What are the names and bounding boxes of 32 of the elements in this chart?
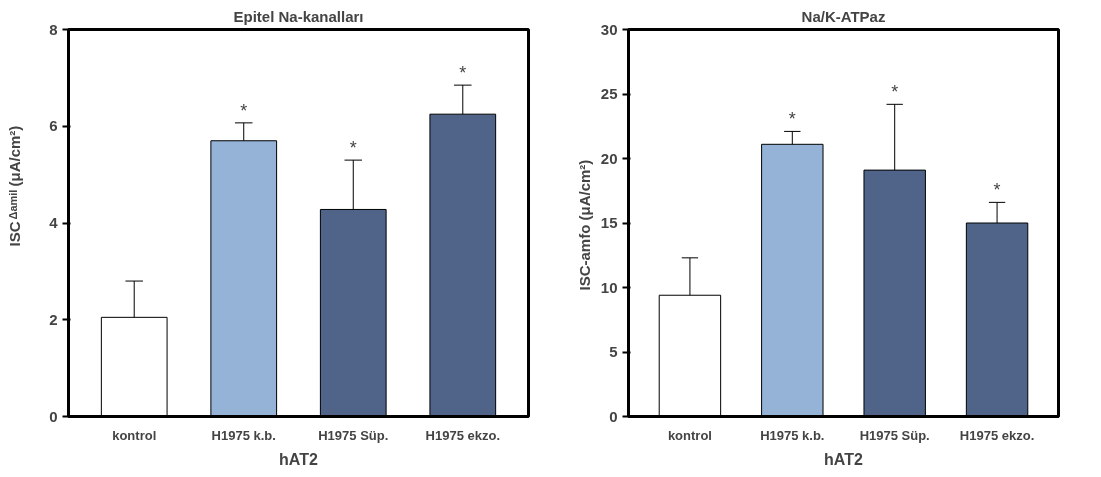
y-tick-label: 25 [600,85,618,102]
chart-title: Epitel Na-kanalları [233,7,364,25]
y-tick-label: 6 [49,117,58,135]
annotation: * [788,109,796,130]
annotation: * [891,82,899,103]
y-tick-label: 4 [49,214,59,231]
annotation: * [349,138,357,159]
y-tick-label: 0 [609,407,618,425]
chart-title: Na/K-ATPaz [801,7,886,25]
y-axis-title: ISCΔamil (μA/cm²) [5,125,23,247]
y-tick-label: 10 [600,278,618,296]
x-axis-title: hAT2 [279,450,319,468]
y-tick-label: 30 [600,20,618,38]
annotation: * [240,100,248,121]
y-tick-label: 5 [609,343,618,360]
x-tick-label: kontrol [667,427,712,443]
x-tick-label: H1975 k.b. [760,427,825,443]
y-tick-label: 20 [600,149,618,167]
y-axis-title: ISC-amfo (μA/cm²) [575,159,593,291]
annotation: * [993,180,1001,201]
x-tick-label: H1975 k.b. [211,427,276,443]
y-tick-label: 15 [600,214,618,231]
x-tick-label: H1975 Süp. [859,427,930,443]
x-tick-label: H1975 ekzo. [425,427,501,443]
y-tick-label: 0 [49,407,58,425]
y-tick-label: 8 [49,20,58,38]
x-tick-label: kontrol [112,427,157,443]
y-tick-label: 2 [49,310,58,328]
x-tick-label: H1975 ekzo. [959,427,1035,443]
x-axis-title: hAT2 [824,450,864,468]
annotation: * [459,63,467,84]
x-tick-label: H1975 Süp. [318,427,389,443]
